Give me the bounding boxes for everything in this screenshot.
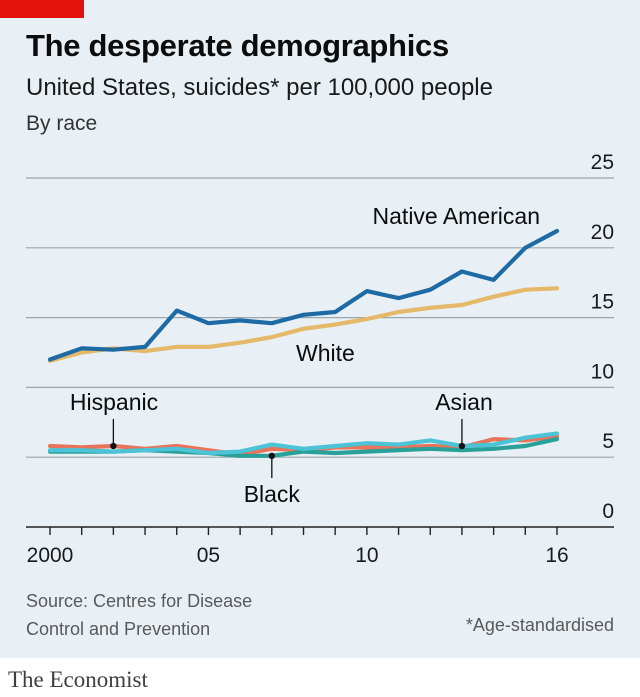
label-native-american: Native American xyxy=(373,203,540,229)
brand-red-tab xyxy=(0,0,84,18)
series-line-native-american xyxy=(47,228,560,362)
source-note: Source: Centres for Disease Control and … xyxy=(26,587,252,643)
x-axis: 2000 05 10 16 xyxy=(26,526,614,567)
series-line-white xyxy=(47,286,560,363)
label-black: Black xyxy=(244,481,301,507)
y-tick-label-20: 20 xyxy=(591,221,614,244)
y-tick-label-5: 5 xyxy=(602,430,614,453)
y-tick-label-15: 15 xyxy=(591,291,614,314)
brand-logo-text: The Economist xyxy=(8,667,148,692)
chart-panel: The desperate demographics United States… xyxy=(0,0,640,658)
pointer-dot-hispanic xyxy=(110,442,117,450)
y-tick-label-25: 25 xyxy=(591,151,614,174)
footnote: *Age-standardised xyxy=(465,615,614,635)
chart-title: The desperate demographics xyxy=(26,28,449,63)
x-tick-label-2005: 05 xyxy=(197,544,220,567)
x-tick-label-2016: 16 xyxy=(545,544,568,567)
series-lines xyxy=(47,228,560,458)
source-line-1: Source: Centres for Disease xyxy=(26,591,253,611)
pointer-dot-black xyxy=(268,452,276,460)
chart-subsubtitle: By race xyxy=(26,112,98,135)
series-labels: Native American White Hispanic Asian Black xyxy=(70,203,540,507)
y-tick-label-0: 0 xyxy=(602,500,614,523)
chart-subtitle: United States, suicides* per 100,000 peo… xyxy=(26,74,493,101)
gridlines: 0 5 10 15 20 25 xyxy=(26,151,614,523)
label-asian: Asian xyxy=(435,389,493,415)
label-white: White xyxy=(296,340,355,366)
x-tick-label-2000: 2000 xyxy=(27,544,74,567)
pointer-dot-asian xyxy=(458,442,466,450)
series-line-asian xyxy=(47,431,560,456)
x-tick-label-2010: 10 xyxy=(355,544,378,567)
source-line-2: Control and Prevention xyxy=(26,619,211,639)
label-hispanic: Hispanic xyxy=(70,389,158,415)
y-tick-label-10: 10 xyxy=(591,360,614,383)
